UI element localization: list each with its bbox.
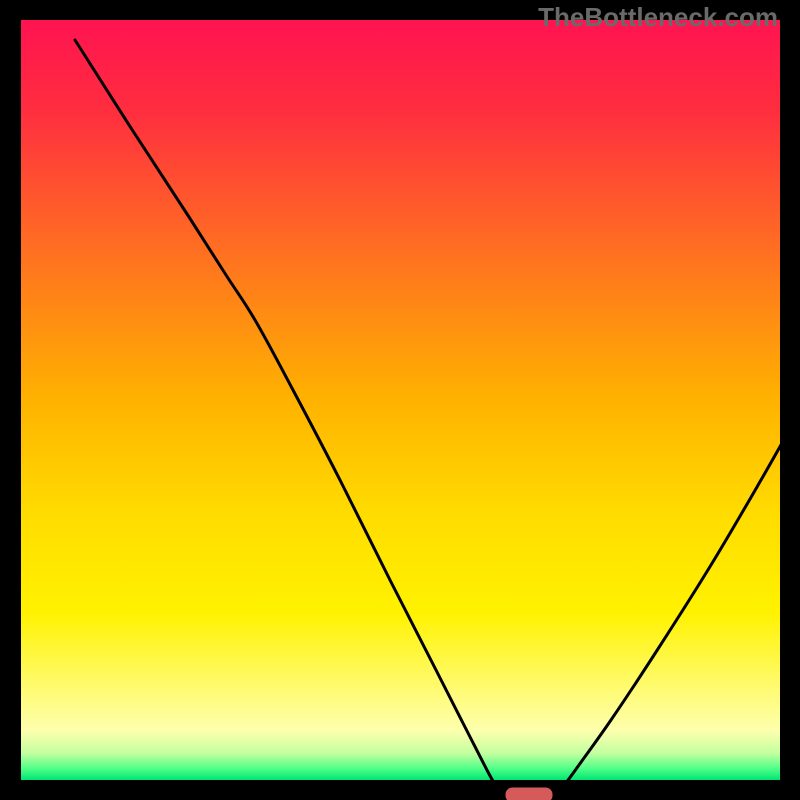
curve-layer xyxy=(0,0,800,800)
optimal-marker xyxy=(506,788,553,800)
watermark-text: TheBottleneck.com xyxy=(538,2,778,33)
chart-stage: TheBottleneck.com xyxy=(0,0,800,800)
bottleneck-curve xyxy=(75,40,800,798)
